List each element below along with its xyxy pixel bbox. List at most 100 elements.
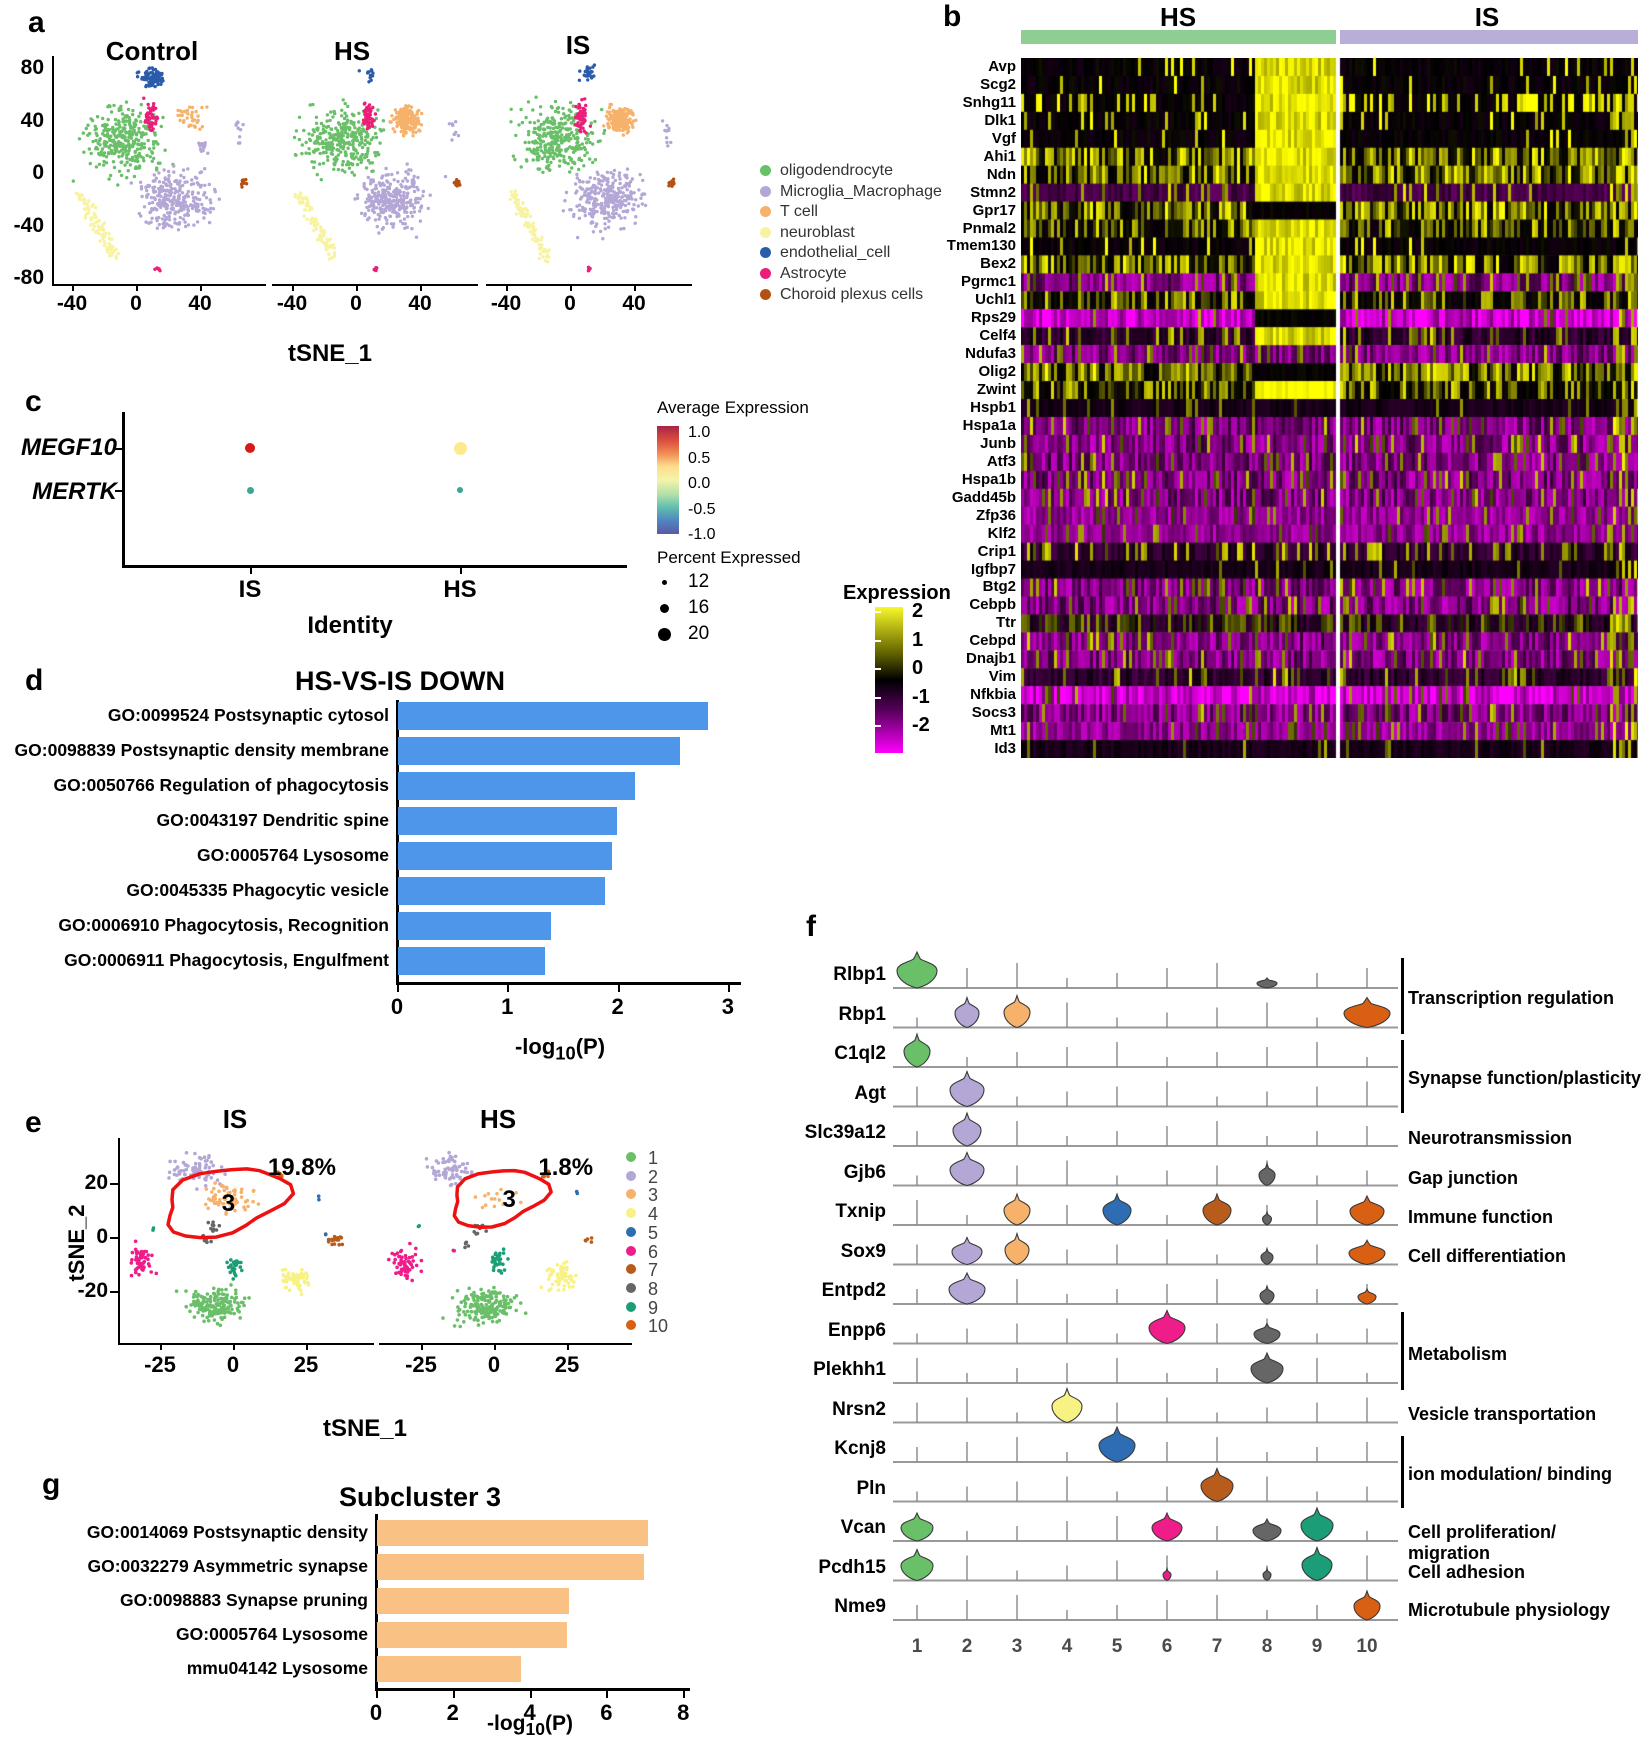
expression-legend-tickmark xyxy=(875,639,881,642)
panel-b-gene-label: Ndn xyxy=(986,165,1016,183)
panel-e-xtick: -25 xyxy=(144,1352,176,1377)
panel-e-ytick-mark xyxy=(110,1237,118,1239)
panel-d-bar-label: GO:0050766 Regulation of phagocytosis xyxy=(53,775,390,795)
panel-a-legend-dot xyxy=(760,247,771,259)
panel-a-legend-dot xyxy=(760,206,771,218)
panel-g-bar-label: GO:0014069 Postsynaptic density xyxy=(86,1522,368,1542)
panel-c-gene-mertk: MERTK xyxy=(32,478,117,505)
panel-e-ytick-mark xyxy=(110,1183,118,1185)
panel-a-xtick: 40 xyxy=(188,292,212,315)
panel-d-bar-label: GO:0045335 Phagocytic vesicle xyxy=(126,880,389,900)
panel-e-xtick: 0 xyxy=(226,1352,240,1377)
avg-expression-tick: 0.5 xyxy=(688,449,711,467)
panel-b-gene-label: Bex2 xyxy=(980,255,1016,273)
panel-b-group-is: IS xyxy=(1474,2,1500,32)
panel-e-subcluster-label: 3 xyxy=(221,1189,236,1217)
panel-f-gene-label: Rlbp1 xyxy=(833,964,886,985)
panel-b-gene-label: Vgf xyxy=(991,129,1016,147)
panel-a-xtick: 0 xyxy=(130,292,142,315)
panel-a-scatter-svg xyxy=(71,63,676,273)
panel-e-plot-frame-is xyxy=(118,1138,374,1345)
panel-a-legend-label: Choroid plexus cells xyxy=(780,285,924,303)
panel-e-legend-dot xyxy=(626,1152,636,1162)
panel-b-gene-label: Dlk1 xyxy=(984,111,1016,129)
panel-b-gene-label: Pnmal2 xyxy=(962,219,1016,237)
panel-c-ytick-mark xyxy=(115,448,122,450)
panel-e-legend-label: 10 xyxy=(648,1316,669,1337)
panel-b-gene-label: Klf2 xyxy=(987,524,1016,542)
panel-f-category-label: Vesicle transportation xyxy=(1408,1404,1597,1424)
panel-g-bar xyxy=(377,1656,521,1682)
panel-d-bar xyxy=(398,912,552,940)
panel-f-category-label: Cell adhesion xyxy=(1408,1562,1526,1582)
panel-f-gene-label: Slc39a12 xyxy=(804,1122,886,1143)
panel-f-category-label: Metabolism xyxy=(1408,1344,1508,1364)
panel-d-xtick: 3 xyxy=(721,994,735,1019)
panel-a-legend-dot xyxy=(760,165,771,176)
expression-colorbar xyxy=(875,607,903,753)
panel-c-gene-megf10: MEGF10 xyxy=(20,434,117,461)
panel-b-group-hs: HS xyxy=(1159,2,1197,32)
panel-e-xtick: -25 xyxy=(405,1352,437,1377)
heatmap-canvas xyxy=(1021,58,1638,758)
panel-d-bar xyxy=(398,772,636,800)
pct-expressed-dot xyxy=(657,627,671,641)
panel-f-violin-svg xyxy=(893,950,1398,1621)
expression-legend-title: Expression xyxy=(843,582,951,604)
expression-legend-tick: 1 xyxy=(912,628,924,651)
panel-f-category-label: Cell differentiation xyxy=(1408,1246,1567,1266)
panel-a-xtick-mark xyxy=(72,284,74,291)
panel-f-gene-label: Enpp6 xyxy=(827,1319,886,1341)
panel-b-gene-label: Scg2 xyxy=(980,75,1016,93)
panel-f-category-bracket xyxy=(1401,958,1404,1034)
panel-a-xtick: 0 xyxy=(350,292,362,315)
panel-g-bar xyxy=(377,1520,648,1546)
panel-g-x-axis xyxy=(375,1688,690,1691)
panel-c-identity-hs: HS xyxy=(443,576,477,603)
panel-e-legend-label: 4 xyxy=(648,1204,659,1225)
panel-g-xtick: 6 xyxy=(600,1700,613,1725)
panel-g-xtick-mark xyxy=(606,1690,609,1698)
panel-g-xtick-mark xyxy=(683,1690,686,1698)
panel-e-xtick: 25 xyxy=(554,1352,580,1377)
panel-a-plot-frame-hs xyxy=(272,56,478,286)
panel-g-xtick-mark xyxy=(452,1690,455,1698)
panel-a-title-is: IS xyxy=(565,30,591,60)
panel-g-bar-label: mmu04142 Lysosome xyxy=(186,1658,368,1678)
panel-d-xtick: 2 xyxy=(611,994,624,1019)
panel-a-legend-label: Microglia_Macrophage xyxy=(780,182,942,200)
panel-a-legend-dot xyxy=(760,185,771,197)
panel-e-legend-label: 2 xyxy=(648,1166,659,1187)
panel-b-gene-label: Hspb1 xyxy=(970,399,1016,416)
panel-g-xtick: 8 xyxy=(677,1700,690,1725)
panel-a-xtick-mark xyxy=(420,284,422,291)
panel-f-gene-label: Nrsn2 xyxy=(832,1398,886,1420)
panel-f-category-label: Gap junction xyxy=(1408,1168,1518,1188)
panel-g-xtick: 0 xyxy=(369,1700,383,1725)
panel-b-gene-label: Pgrmc1 xyxy=(960,273,1016,291)
panel-a-plot-frame-is xyxy=(486,56,692,286)
panel-b-gene-label: Hspa1b xyxy=(961,470,1016,488)
pct-expressed-label: 20 xyxy=(688,623,710,644)
panel-g-xtick-mark xyxy=(376,1690,378,1698)
pct-expressed-label: 12 xyxy=(688,571,710,592)
panel-f-cluster-tick: 3 xyxy=(1011,1636,1023,1657)
panel-f-cluster-tick: 10 xyxy=(1356,1636,1378,1657)
panel-a-title-hs: HS xyxy=(333,36,371,66)
panel-c-dot xyxy=(453,441,467,455)
panel-b-gene-label: Igfbp7 xyxy=(971,560,1016,578)
panel-f-category-label: ion modulation/ binding xyxy=(1408,1464,1612,1484)
panel-e-letter: e xyxy=(25,1106,42,1139)
panel-c-x-axis xyxy=(122,565,627,568)
panel-g-xtick: 2 xyxy=(446,1700,459,1725)
panel-a-legend-label: endothelial_cell xyxy=(780,244,891,262)
panel-b-letter: b xyxy=(943,0,962,33)
panel-a-xtick-mark xyxy=(570,284,572,291)
panel-e-legend-label: 9 xyxy=(648,1297,659,1318)
panel-d-xtick: 1 xyxy=(501,994,514,1019)
panel-d-bar xyxy=(398,947,545,975)
panel-a-legend-dot xyxy=(760,226,771,238)
panel-d-y-axis xyxy=(396,700,399,984)
panel-f-category-bracket xyxy=(1401,1040,1404,1113)
panel-e-xtick: 0 xyxy=(487,1352,501,1377)
